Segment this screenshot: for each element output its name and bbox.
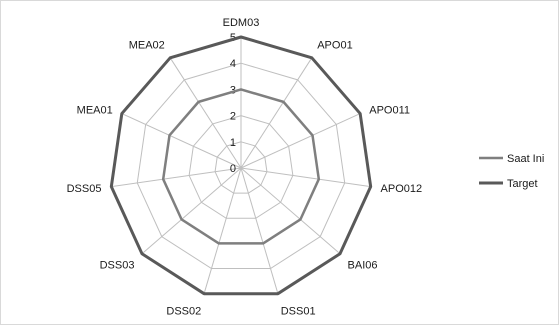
category-label-apo012: APO012 (381, 183, 423, 195)
category-label-mea02: MEA02 (129, 39, 165, 51)
tick-label-3: 3 (230, 84, 236, 96)
spoke-dss01 (240, 167, 279, 294)
grid-ring-1 (214, 141, 268, 194)
spoke-mea01 (121, 113, 242, 169)
grid-ring-4 (136, 62, 346, 270)
category-label-dss02: DSS02 (166, 305, 201, 317)
category-label-apo01: APO01 (317, 39, 352, 51)
spoke-dss03 (141, 167, 242, 255)
legend-label-target: Target (507, 178, 538, 190)
grid-ring-2 (188, 115, 294, 219)
spoke-apo011 (240, 113, 361, 169)
category-label-mea01: MEA01 (77, 104, 113, 116)
spoke-apo012 (240, 167, 371, 188)
legend-label-saat-ini: Saat Ini (507, 153, 544, 165)
category-label-dss03: DSS03 (100, 259, 135, 271)
category-label-dss01: DSS01 (281, 305, 316, 317)
category-label-apo011: APO011 (369, 104, 410, 116)
spoke-apo01 (240, 57, 313, 169)
tick-label-4: 4 (230, 58, 236, 70)
spoke-mea02 (169, 57, 242, 169)
tick-label-2: 2 (230, 111, 236, 123)
category-label-edm03: EDM03 (223, 17, 260, 29)
category-label-dss05: DSS05 (67, 183, 102, 195)
spoke-bai06 (240, 167, 341, 255)
tick-label-1: 1 (230, 137, 236, 149)
spoke-dss02 (203, 167, 242, 294)
spoke-dss05 (111, 167, 242, 188)
tick-label-0: 0 (230, 163, 236, 175)
series-saat-ini-line (161, 88, 321, 245)
series-target-line (109, 35, 373, 296)
category-label-bai06: BAI06 (348, 259, 378, 271)
